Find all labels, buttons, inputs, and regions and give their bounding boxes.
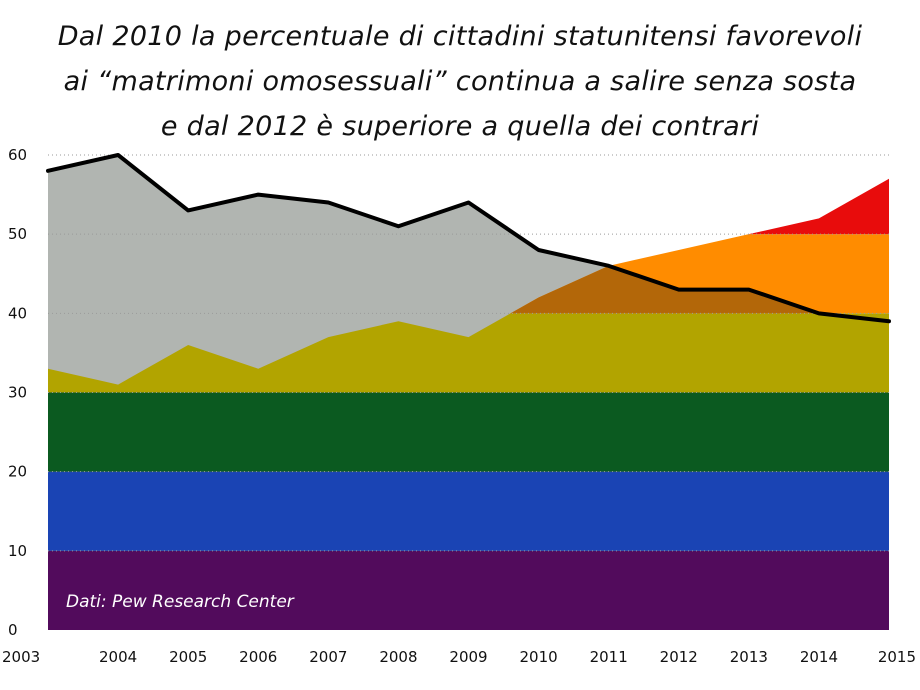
x-tick-label-2013: 2013 <box>730 648 768 666</box>
favor-band-2 <box>48 471 889 551</box>
y-tick-label-0: 0 <box>8 621 18 639</box>
x-tick-label-2015: 2015 <box>878 648 916 666</box>
favor-band-1 <box>48 550 889 630</box>
x-tick-label-2011: 2011 <box>590 648 628 666</box>
x-tick-label-2004: 2004 <box>99 648 137 666</box>
y-tick-label-50: 50 <box>8 225 27 243</box>
x-tick-label-2010: 2010 <box>519 648 557 666</box>
x-tick-label-2003: 2003 <box>2 648 40 666</box>
x-tick-label-2007: 2007 <box>309 648 347 666</box>
y-tick-label-60: 60 <box>8 146 27 164</box>
x-tick-label-2005: 2005 <box>169 648 207 666</box>
y-tick-label-30: 30 <box>8 384 27 402</box>
source-annotation: Dati: Pew Research Center <box>66 592 295 612</box>
oppose-line <box>46 153 891 324</box>
y-tick-label-10: 10 <box>8 542 27 560</box>
x-tick-label-2014: 2014 <box>800 648 838 666</box>
title-line-2: ai “matrimoni omosessuali” continua a sa… <box>63 66 857 97</box>
title-line-1: Dal 2010 la percentuale di cittadini sta… <box>57 21 863 52</box>
y-tick-label-20: 20 <box>8 463 27 481</box>
x-tick-label-2008: 2008 <box>379 648 417 666</box>
y-tick-label-40: 40 <box>8 304 27 322</box>
x-tick-label-2006: 2006 <box>239 648 277 666</box>
title-line-3: e dal 2012 è superiore a quella dei cont… <box>160 111 760 142</box>
x-tick-label-2012: 2012 <box>660 648 698 666</box>
chart-title: Dal 2010 la percentuale di cittadini sta… <box>0 14 920 149</box>
x-tick-label-2009: 2009 <box>449 648 487 666</box>
favor-band-3 <box>48 392 889 472</box>
